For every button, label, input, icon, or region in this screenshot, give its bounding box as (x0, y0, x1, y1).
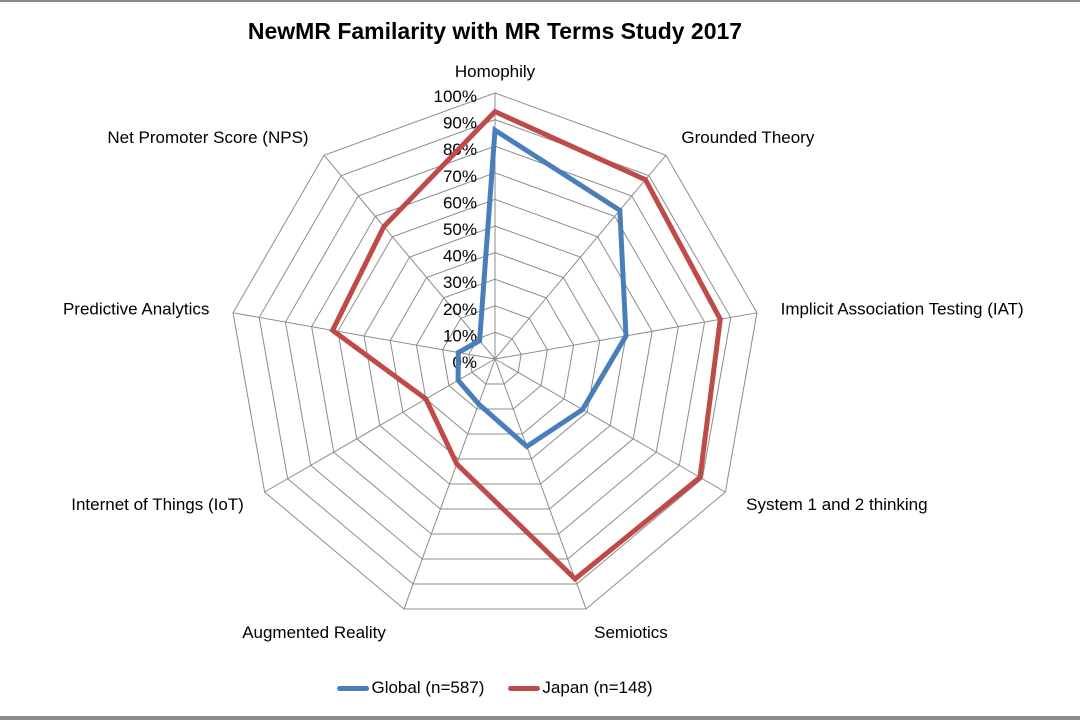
grid-ring (389, 252, 601, 460)
tick-label: 30% (443, 273, 477, 292)
legend-label-japan: Japan (n=148) (542, 678, 653, 697)
series-lines (329, 108, 723, 583)
category-labels: Homophily Grounded Theory Implicit Associa… (63, 62, 1024, 642)
category-label: Grounded Theory (681, 128, 814, 147)
series-line-japan (329, 108, 723, 583)
grid-ring (284, 145, 706, 560)
tick-label: 90% (443, 114, 477, 133)
grid-ring (258, 119, 732, 585)
tick-label: 60% (443, 193, 477, 212)
category-label: Augmented Reality (242, 623, 386, 642)
category-label: Homophily (455, 62, 536, 81)
legend-swatch-global (337, 685, 370, 691)
grid-ring (311, 172, 679, 535)
tick-label: 100% (434, 87, 477, 106)
grid-ring (415, 278, 575, 435)
category-label: Implicit Association Testing (IAT) (781, 300, 1024, 319)
grid-spoke (494, 154, 667, 360)
radar-grid (232, 92, 758, 610)
radial-tick-labels: 0%10%20%30%40%50%60%70%80%90%100% (434, 87, 477, 372)
grid-ring (363, 225, 627, 485)
legend-swatch-japan (508, 685, 541, 691)
tick-label: 40% (443, 247, 477, 266)
grid-ring (232, 92, 758, 610)
grid-ring (442, 305, 548, 410)
legend-label-global: Global (n=587) (371, 678, 485, 697)
series-line-global (455, 125, 629, 450)
grid-spoke (232, 312, 496, 360)
tick-label: 70% (443, 167, 477, 186)
frame-top-border (0, 0, 1080, 2)
legend-item-global: Global (n=587) (337, 678, 484, 698)
grid-spoke (403, 358, 496, 610)
chart-title: NewMR Familarity with MR Terms Study 201… (247, 18, 743, 44)
tick-label: 10% (443, 326, 477, 345)
category-label: System 1 and 2 thinking (746, 495, 927, 514)
category-label: Internet of Things (IoT) (71, 495, 244, 514)
frame-bottom-border (0, 716, 1080, 720)
legend: Global (n=587) Japan (n=148) (0, 678, 990, 698)
category-label: Semiotics (594, 623, 668, 642)
tick-label: 20% (443, 300, 477, 319)
tick-label: 50% (443, 220, 477, 239)
grid-spoke (323, 154, 496, 360)
category-label: Predictive Analytics (63, 300, 209, 319)
legend-item-japan: Japan (n=148) (508, 678, 653, 698)
grid-spoke (494, 358, 726, 493)
category-label: Net Promoter Score (NPS) (107, 128, 308, 147)
grid-spoke (494, 358, 587, 610)
